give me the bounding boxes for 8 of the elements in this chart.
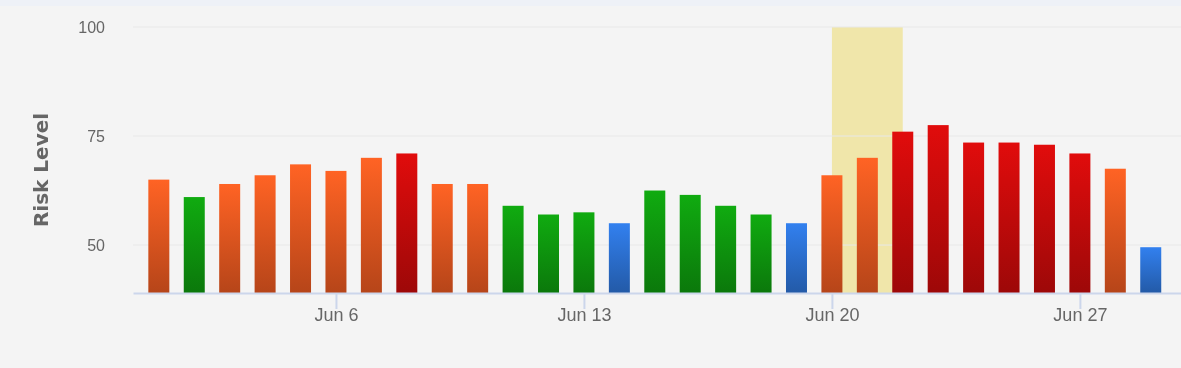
x-tick-label: Jun 13 — [557, 305, 612, 325]
y-tick-label: 50 — [87, 236, 106, 254]
x-tick-label: Jun 27 — [1053, 305, 1108, 325]
y-tick-label: 75 — [87, 127, 106, 145]
x-tick-label: Jun 20 — [805, 305, 860, 325]
y-tick-label: 100 — [78, 18, 106, 36]
y-axis-title: Risk Level — [29, 112, 53, 228]
x-tick-label: Jun 6 — [314, 305, 359, 325]
